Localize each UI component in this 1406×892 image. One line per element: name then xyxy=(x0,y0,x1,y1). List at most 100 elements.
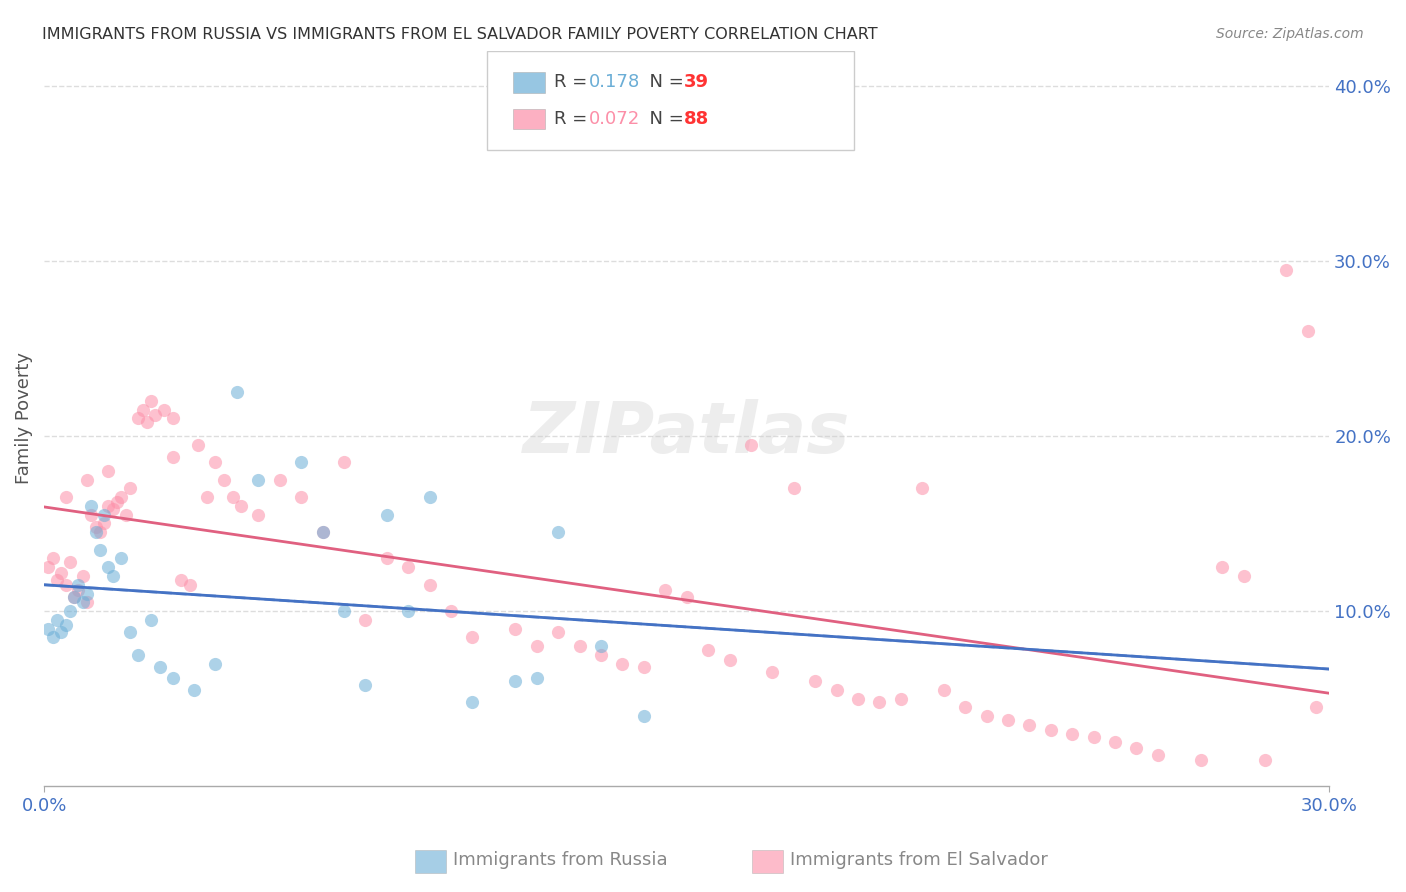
Point xyxy=(101,569,124,583)
Point xyxy=(51,625,73,640)
Point xyxy=(37,560,59,574)
Point xyxy=(118,625,141,640)
Point xyxy=(179,578,201,592)
Point xyxy=(170,573,193,587)
Point xyxy=(1232,569,1254,583)
FancyBboxPatch shape xyxy=(415,849,446,873)
Point xyxy=(59,604,82,618)
Point xyxy=(84,520,107,534)
Point xyxy=(110,490,132,504)
Point xyxy=(231,499,253,513)
Point xyxy=(1211,560,1233,574)
Text: IMMIGRANTS FROM RUSSIA VS IMMIGRANTS FROM EL SALVADOR FAMILY POVERTY CORRELATION: IMMIGRANTS FROM RUSSIA VS IMMIGRANTS FRO… xyxy=(42,27,877,42)
Point xyxy=(41,551,63,566)
Point xyxy=(568,639,591,653)
Point xyxy=(162,671,184,685)
Point xyxy=(145,408,167,422)
Point xyxy=(932,682,955,697)
Point xyxy=(105,495,128,509)
Point xyxy=(311,525,333,540)
Text: 39: 39 xyxy=(685,73,709,91)
Point xyxy=(89,542,111,557)
Point xyxy=(333,455,356,469)
Point xyxy=(526,671,548,685)
Point xyxy=(80,508,103,522)
Point xyxy=(290,455,312,469)
Point xyxy=(440,604,463,618)
Point xyxy=(55,490,77,504)
FancyBboxPatch shape xyxy=(488,51,853,150)
Point xyxy=(269,473,291,487)
Point xyxy=(1125,740,1147,755)
Point xyxy=(37,622,59,636)
Text: N =: N = xyxy=(638,110,689,128)
Point xyxy=(187,438,209,452)
Point xyxy=(461,630,484,644)
Point xyxy=(419,578,441,592)
Point xyxy=(825,682,848,697)
Point xyxy=(127,411,149,425)
Point xyxy=(869,695,891,709)
Point xyxy=(195,490,218,504)
Point xyxy=(162,411,184,425)
Point xyxy=(93,508,115,522)
Point xyxy=(212,473,235,487)
Point xyxy=(67,578,90,592)
Point xyxy=(67,582,90,597)
Point xyxy=(505,622,527,636)
Point xyxy=(72,595,94,609)
Text: Immigrants from El Salvador: Immigrants from El Salvador xyxy=(790,851,1047,869)
Point xyxy=(396,560,419,574)
Point xyxy=(51,566,73,580)
Point xyxy=(149,660,172,674)
Point xyxy=(46,613,69,627)
Point xyxy=(72,569,94,583)
Point xyxy=(953,700,976,714)
Point xyxy=(1254,753,1277,767)
Point xyxy=(911,482,934,496)
FancyBboxPatch shape xyxy=(752,849,783,873)
Point xyxy=(110,551,132,566)
Point xyxy=(375,551,398,566)
Point xyxy=(63,590,86,604)
Point xyxy=(1062,726,1084,740)
Point xyxy=(633,709,655,723)
Point xyxy=(97,499,120,513)
Point xyxy=(46,573,69,587)
Point xyxy=(461,695,484,709)
Point xyxy=(80,499,103,513)
Point xyxy=(612,657,634,671)
Text: 88: 88 xyxy=(685,110,710,128)
Point xyxy=(997,713,1019,727)
Point xyxy=(59,555,82,569)
Text: Source: ZipAtlas.com: Source: ZipAtlas.com xyxy=(1216,27,1364,41)
Text: ZIPatlas: ZIPatlas xyxy=(523,399,851,467)
Point xyxy=(697,642,720,657)
Point xyxy=(804,674,827,689)
Point xyxy=(1039,723,1062,738)
Point xyxy=(547,625,569,640)
Point xyxy=(247,473,270,487)
Text: N =: N = xyxy=(638,73,689,91)
Point xyxy=(55,618,77,632)
Text: R =: R = xyxy=(554,73,593,91)
Point xyxy=(311,525,333,540)
Point xyxy=(1296,324,1319,338)
Point xyxy=(127,648,149,662)
Point xyxy=(76,473,98,487)
Point xyxy=(1147,747,1170,762)
Point xyxy=(1104,735,1126,749)
Point xyxy=(118,482,141,496)
Point xyxy=(333,604,356,618)
Point xyxy=(55,578,77,592)
Text: 0.178: 0.178 xyxy=(589,73,640,91)
Point xyxy=(101,502,124,516)
Point xyxy=(589,639,612,653)
Point xyxy=(1018,718,1040,732)
FancyBboxPatch shape xyxy=(513,109,546,129)
Point xyxy=(221,490,243,504)
Point xyxy=(846,691,869,706)
Point xyxy=(131,402,153,417)
Point xyxy=(761,665,783,680)
Point xyxy=(589,648,612,662)
